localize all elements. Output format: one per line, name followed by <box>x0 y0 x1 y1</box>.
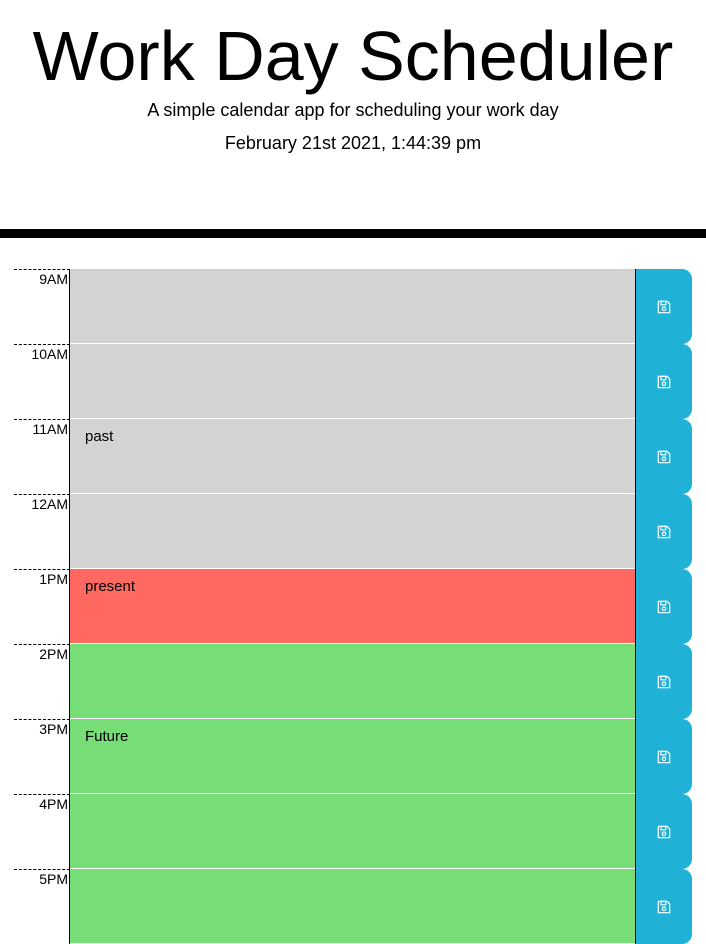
header: Work Day Scheduler A simple calendar app… <box>0 0 706 230</box>
floppy-disk-icon <box>657 375 671 388</box>
event-description-input[interactable] <box>70 794 635 869</box>
save-button[interactable] <box>635 494 692 569</box>
time-block-row: 11AM past <box>14 419 692 494</box>
event-description-input[interactable]: Future <box>70 719 635 794</box>
save-button[interactable] <box>635 344 692 419</box>
time-block-row: 10AM <box>14 344 692 419</box>
event-description-input[interactable] <box>70 269 635 344</box>
time-block-row: 12AM <box>14 494 692 569</box>
save-button[interactable] <box>635 569 692 644</box>
floppy-disk-icon <box>657 525 671 538</box>
time-block-row: 5PM <box>14 869 692 944</box>
save-button[interactable] <box>635 869 692 944</box>
floppy-disk-icon <box>657 750 671 763</box>
save-button[interactable] <box>635 269 692 344</box>
event-description-input[interactable] <box>70 344 635 419</box>
event-description-input[interactable] <box>70 494 635 569</box>
floppy-disk-icon <box>657 450 671 463</box>
header-divider <box>0 229 706 238</box>
save-button[interactable] <box>635 794 692 869</box>
event-description-input[interactable] <box>70 644 635 719</box>
hour-label: 3PM <box>14 719 70 794</box>
save-button[interactable] <box>635 419 692 494</box>
floppy-disk-icon <box>657 300 671 313</box>
hour-label: 9AM <box>14 269 70 344</box>
event-description-input[interactable] <box>70 869 635 944</box>
floppy-disk-icon <box>657 900 671 913</box>
hour-label: 5PM <box>14 869 70 944</box>
event-description-input[interactable]: present <box>70 569 635 644</box>
save-button[interactable] <box>635 644 692 719</box>
time-block-row: 1PM present <box>14 569 692 644</box>
event-description-input[interactable]: past <box>70 419 635 494</box>
floppy-disk-icon <box>657 600 671 613</box>
floppy-disk-icon <box>657 825 671 838</box>
time-block-row: 9AM <box>14 269 692 344</box>
schedule-container: 9AM 10AM 11AM past <box>14 269 692 944</box>
page-title: Work Day Scheduler <box>32 17 674 95</box>
hour-label: 4PM <box>14 794 70 869</box>
time-block-row: 2PM <box>14 644 692 719</box>
hour-label: 12AM <box>14 494 70 569</box>
hour-label: 2PM <box>14 644 70 719</box>
time-block-row: 3PM Future <box>14 719 692 794</box>
floppy-disk-icon <box>657 675 671 688</box>
save-button[interactable] <box>635 719 692 794</box>
time-block-row: 4PM <box>14 794 692 869</box>
hour-label: 11AM <box>14 419 70 494</box>
hour-label: 10AM <box>14 344 70 419</box>
hour-label: 1PM <box>14 569 70 644</box>
current-datetime: February 21st 2021, 1:44:39 pm <box>224 133 482 153</box>
page-subtitle: A simple calendar app for scheduling you… <box>147 100 559 120</box>
